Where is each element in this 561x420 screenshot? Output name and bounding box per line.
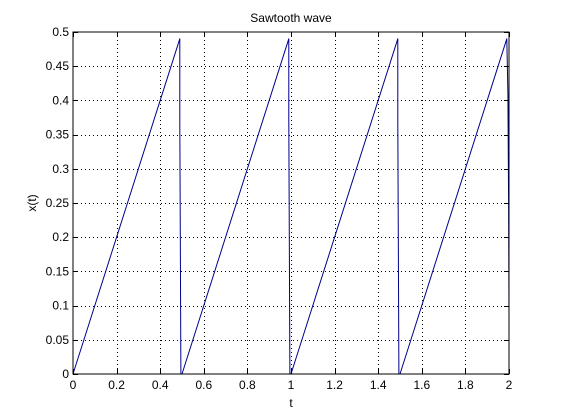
- x-tick-labels: 0 0.2 0.4 0.6 0.8 1 1.2 1.4 1.6 1.8 2: [70, 378, 513, 392]
- x-tick-label: 0.8: [239, 378, 256, 392]
- x-tick-label: 1.8: [457, 378, 474, 392]
- y-tick-label: 0.5: [52, 25, 69, 39]
- y-tick-label: 0.35: [46, 128, 70, 142]
- y-tick-label: 0.15: [46, 264, 70, 278]
- grid: [73, 32, 509, 374]
- y-tick-label: 0: [62, 367, 69, 381]
- y-tick-label: 0.1: [52, 299, 69, 313]
- x-axis-label: t: [289, 396, 293, 410]
- y-tick-label: 0.05: [46, 333, 70, 347]
- x-tick-label: 2: [506, 378, 513, 392]
- x-tick-label: 1.6: [413, 378, 430, 392]
- y-axis-label: x(t): [25, 194, 39, 211]
- tick-marks: [73, 32, 510, 375]
- y-tick-label: 0.25: [46, 196, 70, 210]
- y-tick-label: 0.3: [52, 162, 69, 176]
- x-tick-label: 0: [70, 378, 77, 392]
- y-tick-label: 0.2: [52, 230, 69, 244]
- y-tick-labels: 0 0.05 0.1 0.15 0.2 0.25 0.3 0.35 0.4 0.45 0.5: [46, 25, 70, 381]
- plot-area: [73, 32, 509, 374]
- chart-title: Sawtooth wave: [250, 11, 332, 25]
- y-tick-label: 0.45: [46, 59, 70, 73]
- x-tick-label: 0.2: [108, 378, 125, 392]
- y-tick-label: 0.4: [52, 93, 69, 107]
- x-tick-label: 1.4: [370, 378, 387, 392]
- x-tick-label: 0.6: [195, 378, 212, 392]
- x-tick-label: 1.2: [326, 378, 343, 392]
- x-tick-label: 1: [288, 378, 295, 392]
- x-tick-label: 0.4: [152, 378, 169, 392]
